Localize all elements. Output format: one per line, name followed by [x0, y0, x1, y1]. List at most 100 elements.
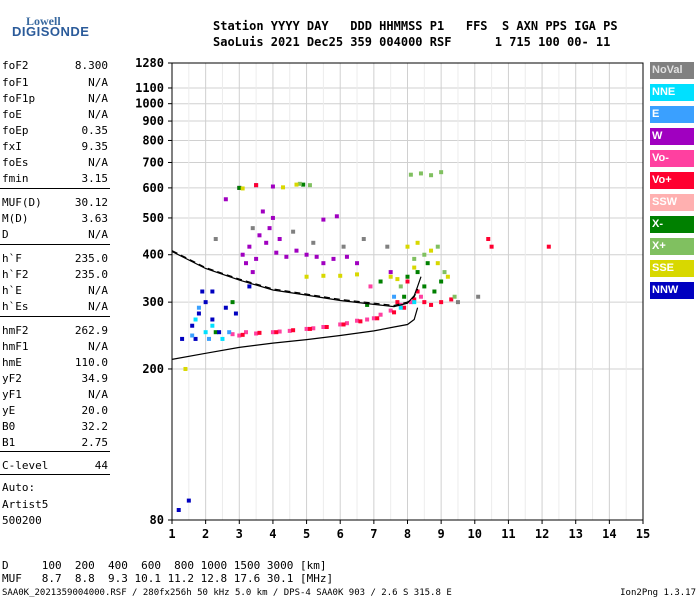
- data-point-w: [304, 252, 309, 257]
- data-point-vo-: [291, 328, 296, 333]
- data-point-noval: [361, 237, 366, 242]
- data-point-w: [250, 270, 255, 275]
- param-value: 0.35: [81, 124, 109, 137]
- data-point-nne: [220, 336, 225, 341]
- legend-item: NoVal: [650, 62, 694, 79]
- curve-profile-solid: [171, 307, 419, 360]
- data-point-sse: [240, 186, 245, 191]
- data-point-w: [254, 256, 259, 261]
- data-point-vo-: [307, 326, 312, 331]
- footer-version: Ion2Png 1.3.17: [620, 588, 696, 598]
- data-point-vo-: [341, 322, 346, 327]
- footer-info: SAA0K_2021359004000.RSF / 280fx256h 50 k…: [2, 588, 452, 598]
- data-point-vo-: [311, 326, 316, 331]
- param-value: N/A: [88, 388, 108, 401]
- param-value: 3.15: [81, 172, 109, 185]
- data-point-vo-: [254, 331, 259, 336]
- data-point-noval: [455, 300, 460, 305]
- data-point-x-: [237, 185, 242, 190]
- y-tick-label: 1100: [135, 81, 164, 95]
- param-row: yF1 N/A: [2, 387, 108, 402]
- data-point-sse: [183, 366, 188, 371]
- param-row: foF2 8.300: [2, 58, 108, 73]
- param-value: 34.9: [81, 372, 109, 385]
- data-point-x-: [422, 252, 427, 257]
- legend-item: SSE: [650, 260, 694, 277]
- auto-artist: Artist5: [2, 498, 49, 511]
- param-value: N/A: [88, 300, 108, 313]
- y-tick-label: 600: [142, 181, 164, 195]
- logo-lowell: Lowell: [26, 14, 61, 28]
- y-tick-label: 300: [142, 295, 164, 309]
- param-row: hmE 110.0: [2, 355, 108, 370]
- data-point-w: [274, 250, 279, 255]
- param-name: h`F2: [2, 268, 29, 281]
- data-point-vo-: [489, 244, 494, 249]
- data-point-w: [321, 261, 326, 266]
- x-tick-label: 3: [236, 527, 243, 541]
- data-point-nnw: [200, 289, 205, 294]
- param-row: h`E N/A: [2, 283, 108, 298]
- data-point-x-: [425, 261, 430, 266]
- data-point-x-: [408, 172, 413, 177]
- data-point-x-: [442, 270, 447, 275]
- data-point-x-: [301, 182, 306, 187]
- y-tick-label: 500: [142, 211, 164, 225]
- data-point-sse: [435, 261, 440, 266]
- x-tick-label: 8: [404, 527, 411, 541]
- param-name: fmin: [2, 172, 29, 185]
- param-value: 20.0: [81, 404, 109, 417]
- y-tick-label: 1280: [135, 56, 164, 70]
- data-point-vo-: [365, 317, 370, 322]
- data-point-w: [334, 214, 339, 219]
- data-point-x-: [405, 274, 410, 279]
- data-point-x-: [398, 284, 403, 289]
- x-tick-label: 4: [269, 527, 276, 541]
- x-tick-label: 10: [468, 527, 482, 541]
- data-point-nnw: [233, 311, 238, 316]
- data-point-w: [260, 209, 265, 214]
- data-point-w: [264, 240, 269, 245]
- separator-line: [0, 244, 110, 245]
- data-point-sse: [338, 273, 343, 278]
- x-tick-label: 7: [370, 527, 377, 541]
- data-point-nnw: [210, 289, 215, 294]
- data-point-vo-: [244, 330, 249, 335]
- separator-line: [0, 451, 110, 452]
- data-point-x-: [412, 256, 417, 261]
- legend-item: Vo-: [650, 150, 694, 167]
- data-point-vo-: [230, 332, 235, 337]
- param-row: fxI 9.35: [2, 139, 108, 154]
- x-tick-label: 2: [202, 527, 209, 541]
- data-point-w: [277, 237, 282, 242]
- data-point-nnw: [186, 498, 191, 503]
- x-tick-label: 13: [568, 527, 582, 541]
- auto-label: Auto:: [2, 481, 36, 494]
- data-point-w: [321, 217, 326, 222]
- param-row: hmF1 N/A: [2, 339, 108, 354]
- data-point-e: [190, 333, 195, 338]
- param-row: C-level 44: [2, 458, 108, 473]
- data-point-vo-: [408, 300, 413, 305]
- y-tick-label: 200: [142, 362, 164, 376]
- param-name: yF1: [2, 388, 22, 401]
- data-point-vo-: [270, 330, 275, 335]
- data-point-w: [270, 215, 275, 220]
- data-point-w: [257, 233, 262, 238]
- data-point-w: [331, 256, 336, 261]
- x-tick-label: 14: [602, 527, 616, 541]
- data-point-w: [247, 244, 252, 249]
- data-point-x-: [452, 294, 457, 299]
- param-name: foEp: [2, 124, 29, 137]
- data-point-vo-: [304, 326, 309, 331]
- data-point-vo-: [321, 324, 326, 329]
- x-tick-label: 9: [438, 527, 445, 541]
- data-point-x-: [422, 284, 427, 289]
- x-tick-label: 5: [303, 527, 310, 541]
- data-point-sse: [405, 244, 410, 249]
- data-point-sse: [294, 182, 299, 187]
- data-point-vo-: [274, 330, 279, 335]
- header-labels: Station YYYY DAY DDD HHMMSS P1 FFS S AXN…: [213, 19, 618, 33]
- data-point-sse: [304, 274, 309, 279]
- param-value: N/A: [88, 92, 108, 105]
